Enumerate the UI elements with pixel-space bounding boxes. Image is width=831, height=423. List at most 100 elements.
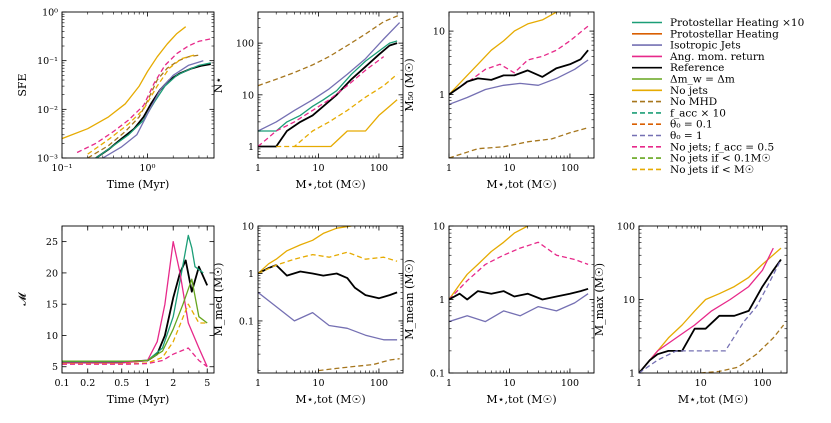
x-tick-label: 10 xyxy=(312,378,324,389)
series-line-no-mhd xyxy=(87,54,200,158)
x-axis-label: M⋆,tot (M☉) xyxy=(678,393,748,406)
legend-label: No jets if < M☉ xyxy=(670,164,754,176)
series-line-protostellar-heating-10 xyxy=(62,234,204,363)
series-line-reference xyxy=(449,287,589,301)
x-tick-label: 1 xyxy=(636,378,642,389)
y-tick-label: 10 xyxy=(242,222,254,233)
x-tick-label: 100 xyxy=(561,378,579,389)
series-line-isotropic-jets xyxy=(102,60,204,158)
x-tick-label: 10⁰ xyxy=(140,163,156,174)
series-line-no-jets xyxy=(449,226,529,300)
y-tick-label: 10 xyxy=(46,331,58,342)
x-tick-label: 0.1 xyxy=(54,378,69,389)
legend-item: No jets if < M☉ xyxy=(632,164,754,176)
x-tick-label: 0.2 xyxy=(80,378,95,389)
legend-item: θ₀ = 0.1 xyxy=(632,119,713,131)
series-line-no-jets-if-m- xyxy=(87,54,195,155)
x-tick-label: 10 xyxy=(503,163,515,174)
x-tick-label: 1 xyxy=(144,378,150,389)
panel-nstar: 1 10 100 1 10 100 M⋆,tot (M☉) N⋆ xyxy=(212,11,404,191)
legend-item: f_acc × 10 xyxy=(632,107,726,119)
series-group xyxy=(639,247,785,373)
series-line-no-mhd xyxy=(318,358,400,372)
series-group xyxy=(449,226,589,323)
legend-label: Protostellar Heating xyxy=(670,28,779,40)
y-tick-label: 10⁰ xyxy=(42,8,58,19)
legend-item: Ang. mom. return xyxy=(632,51,765,63)
x-tick-label: 0.5 xyxy=(114,378,129,389)
y-tick-label: 10⁻³ xyxy=(37,154,58,165)
series-group xyxy=(62,234,209,368)
x-axis-label: M⋆,tot (M☉) xyxy=(295,178,365,191)
x-tick-label: 1 xyxy=(446,378,452,389)
legend-label: f_acc × 10 xyxy=(670,107,726,119)
x-axis-label: M⋆,tot (M☉) xyxy=(295,393,365,406)
series-line-no-jets-if-m- xyxy=(62,303,208,365)
series-line-no-mhd xyxy=(449,127,589,158)
series-line-no-jets-f-acc-0-5 xyxy=(76,38,211,154)
legend-item: Isotropic Jets xyxy=(632,40,741,52)
legend-label: No jets xyxy=(670,85,708,97)
x-tick-label: 2 xyxy=(170,378,176,389)
legend-item: No MHD xyxy=(632,96,717,108)
series-line-no-jets xyxy=(258,226,352,274)
legend-item: Protostellar Heating ×10 xyxy=(632,17,804,29)
x-tick-label: 100 xyxy=(753,378,771,389)
series-line-protostellar-heating-10 xyxy=(258,40,398,132)
series-line-reference xyxy=(258,264,398,300)
series-line-reference xyxy=(449,49,589,96)
y-tick-label: 1 xyxy=(439,90,445,101)
y-tick-label: 10⁻¹ xyxy=(37,56,58,67)
legend-label: Reference xyxy=(670,62,724,74)
y-tick-label: 15 xyxy=(46,300,58,311)
legend-label: No MHD xyxy=(670,96,717,108)
legend-item: No jets; f_acc = 0.5 xyxy=(632,141,774,153)
series-line-reference xyxy=(95,63,211,158)
y-tick-label: 5 xyxy=(52,362,58,373)
y-tick-label: 0.1 xyxy=(430,369,445,380)
legend-item: Protostellar Heating xyxy=(632,28,779,40)
y-tick-label: 10⁻² xyxy=(37,105,58,116)
x-tick-label: 1 xyxy=(446,163,452,174)
legend-item: No jets if < 0.1M☉ xyxy=(632,153,771,165)
axes-frame xyxy=(257,11,404,159)
x-tick-label: 10 xyxy=(312,163,324,174)
y-tick-label: 25 xyxy=(46,237,58,248)
y-tick-label: 10 xyxy=(242,90,254,101)
y-axis-label: N⋆ xyxy=(212,77,225,94)
x-tick-label: 100 xyxy=(370,378,388,389)
axes-frame xyxy=(257,225,404,374)
legend-label: Δm_w = Δm xyxy=(670,74,735,86)
x-axis-label: M⋆,tot (M☉) xyxy=(486,393,556,406)
series-line-ang-mom-return xyxy=(639,247,774,373)
x-tick-label: 1 xyxy=(255,378,261,389)
series-line-isotropic-jets xyxy=(449,59,589,106)
panel-mmax: 1 10 100 1 10 100 M⋆,tot (M☉) M_max (M☉) xyxy=(593,222,788,406)
series-line-no-jets xyxy=(294,99,398,148)
x-tick-label: 5 xyxy=(204,378,210,389)
series-line-no-jets-f-acc-0-5 xyxy=(62,347,208,368)
x-axis-label: M⋆,tot (M☉) xyxy=(486,178,556,191)
x-axis-label: Time (Myr) xyxy=(107,178,170,191)
y-tick-label: 1 xyxy=(248,269,254,280)
series-line-isotropic-jets xyxy=(258,291,398,341)
series-line-isotropic-jets xyxy=(258,22,401,132)
series-line-no-mhd xyxy=(700,324,785,373)
axes-frame xyxy=(61,225,215,374)
y-axis-label: M_max (M☉) xyxy=(593,263,606,336)
legend-item: No jets xyxy=(632,85,708,97)
legend-label: Protostellar Heating ×10 xyxy=(670,17,804,29)
series-line-no-jets-if-m- xyxy=(258,251,398,275)
legend-item: θ₀ = 1 xyxy=(632,130,703,142)
y-tick-label: 20 xyxy=(46,268,58,279)
series-line-no-mhd xyxy=(258,14,400,87)
y-tick-label: 10 xyxy=(623,295,635,306)
series-group xyxy=(449,12,589,158)
x-axis-label: Time (Myr) xyxy=(107,393,170,406)
series-line-no-jets xyxy=(62,26,187,140)
series-line-reference xyxy=(258,42,398,148)
